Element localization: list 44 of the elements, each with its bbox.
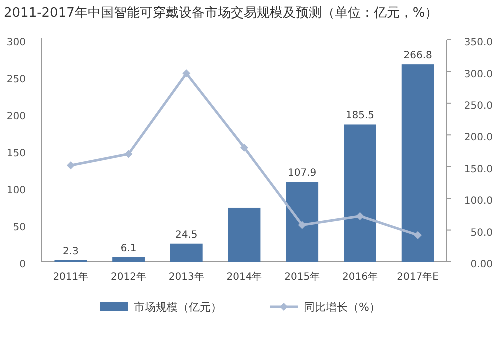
legend-label: 同比增长（%） bbox=[304, 301, 380, 314]
bar bbox=[170, 244, 203, 262]
point bbox=[240, 144, 248, 152]
bar bbox=[402, 64, 434, 262]
y2-tick-label: 250.0 bbox=[464, 101, 493, 112]
y2-tick-label: 300.0 bbox=[464, 69, 493, 80]
x-tick-label: 2014年 bbox=[226, 271, 262, 283]
bar bbox=[112, 257, 145, 262]
data-label: 6.1 bbox=[120, 243, 137, 254]
y-tick-label: 50 bbox=[13, 222, 26, 234]
data-label: 185.5 bbox=[346, 110, 375, 122]
data-label: 266.8 bbox=[404, 50, 432, 62]
data-label: 24.5 bbox=[176, 230, 198, 241]
x-tick-label: 2012年 bbox=[111, 271, 147, 283]
y2-tick-label: 50.0 bbox=[470, 228, 493, 239]
y-tick-label: 250 bbox=[6, 74, 26, 86]
chart-title: 2011-2017年中国智能可穿戴设备市场交易规模及预测（单位：亿元，%） bbox=[4, 5, 438, 21]
y-tick-label: 150 bbox=[6, 148, 26, 160]
bar bbox=[344, 124, 376, 262]
y2-tick-label: 350.0 bbox=[464, 38, 493, 49]
data-label: 2.3 bbox=[62, 246, 79, 258]
y-tick-label: 100 bbox=[6, 186, 26, 197]
point bbox=[66, 162, 75, 170]
y2-tick-label: 200.0 bbox=[464, 132, 493, 144]
x-tick-label: 2013年 bbox=[168, 271, 204, 283]
point bbox=[124, 150, 133, 158]
x-tick-label: 2015年 bbox=[284, 271, 320, 283]
y-tick-label: 200 bbox=[6, 112, 26, 123]
x-tick-label: 2011年 bbox=[53, 271, 89, 283]
x-tick-label: 2016年 bbox=[342, 271, 378, 283]
point bbox=[414, 231, 422, 240]
point bbox=[182, 70, 191, 78]
bar bbox=[286, 182, 319, 262]
y-tick-label: 300 bbox=[6, 38, 26, 49]
x-tick-label: 2017年E bbox=[397, 271, 439, 283]
legend-label: 市场规模（亿元） bbox=[134, 301, 222, 314]
y2-tick-label: 100.0 bbox=[464, 196, 493, 208]
point bbox=[298, 221, 306, 230]
y2-tick-label: 0.00 bbox=[470, 260, 493, 271]
point bbox=[356, 212, 364, 220]
y2-tick-label: 150.0 bbox=[464, 164, 493, 176]
bar bbox=[228, 208, 261, 262]
y-tick-label: 0 bbox=[20, 260, 26, 271]
data-label: 107.9 bbox=[288, 168, 317, 180]
